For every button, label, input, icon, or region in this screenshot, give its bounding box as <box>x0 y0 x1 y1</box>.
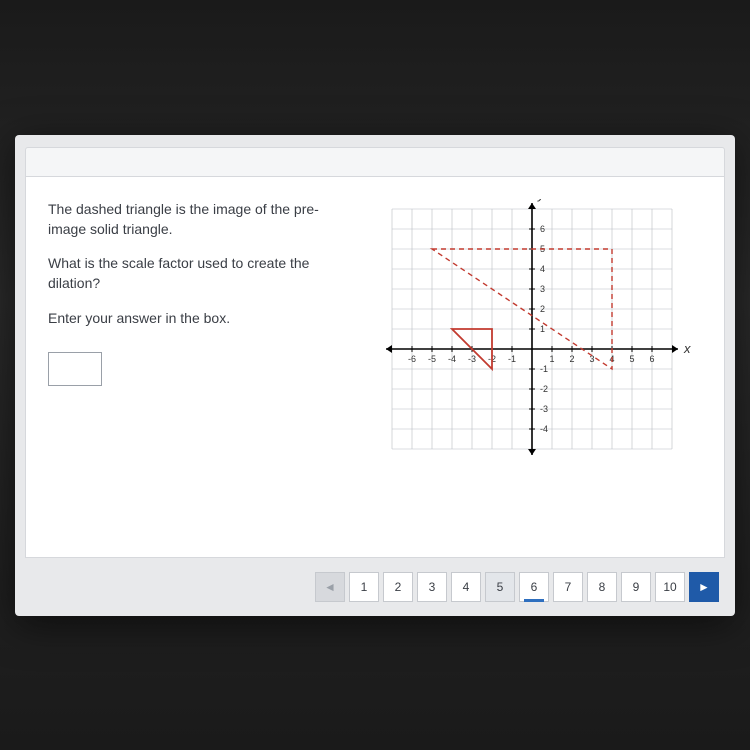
screenshot-backdrop: The dashed triangle is the image of the … <box>0 0 750 750</box>
question-line-2: What is the scale factor used to create … <box>48 253 354 294</box>
svg-text:-1: -1 <box>508 354 516 364</box>
coordinate-grid: -6-5-4-3-2-1123456-4-3-2-1123456xy <box>372 199 692 469</box>
pager-page-1[interactable]: 1 <box>349 572 379 602</box>
svg-text:-4: -4 <box>448 354 456 364</box>
svg-text:6: 6 <box>649 354 654 364</box>
svg-text:x: x <box>683 341 691 356</box>
pager-page-9[interactable]: 9 <box>621 572 651 602</box>
svg-text:-5: -5 <box>428 354 436 364</box>
pager-page-2[interactable]: 2 <box>383 572 413 602</box>
svg-text:1: 1 <box>540 324 545 334</box>
svg-text:y: y <box>537 199 546 202</box>
svg-text:3: 3 <box>540 284 545 294</box>
question-text-panel: The dashed triangle is the image of the … <box>48 199 354 529</box>
pager-page-5[interactable]: 5 <box>485 572 515 602</box>
content-window: The dashed triangle is the image of the … <box>15 135 735 616</box>
svg-text:6: 6 <box>540 224 545 234</box>
svg-text:-4: -4 <box>540 424 548 434</box>
svg-text:-2: -2 <box>540 384 548 394</box>
svg-text:1: 1 <box>549 354 554 364</box>
pager-page-4[interactable]: 4 <box>451 572 481 602</box>
pager-next-button[interactable]: ► <box>689 572 719 602</box>
svg-text:4: 4 <box>540 264 545 274</box>
question-line-1: The dashed triangle is the image of the … <box>48 199 354 240</box>
pager-page-8[interactable]: 8 <box>587 572 617 602</box>
graph-panel: -6-5-4-3-2-1123456-4-3-2-1123456xy <box>372 199 702 529</box>
svg-text:-1: -1 <box>540 364 548 374</box>
pager-page-3[interactable]: 3 <box>417 572 447 602</box>
svg-text:-3: -3 <box>468 354 476 364</box>
svg-text:2: 2 <box>540 304 545 314</box>
pager-page-6[interactable]: 6 <box>519 572 549 602</box>
svg-text:5: 5 <box>629 354 634 364</box>
svg-text:-3: -3 <box>540 404 548 414</box>
question-line-3: Enter your answer in the box. <box>48 308 354 328</box>
pager-page-10[interactable]: 10 <box>655 572 685 602</box>
grid-svg: -6-5-4-3-2-1123456-4-3-2-1123456xy <box>372 199 692 469</box>
question-card: The dashed triangle is the image of the … <box>25 177 725 558</box>
pager-prev-button: ◄ <box>315 572 345 602</box>
answer-input[interactable] <box>48 352 102 386</box>
header-strip <box>25 147 725 177</box>
svg-text:2: 2 <box>569 354 574 364</box>
svg-text:-6: -6 <box>408 354 416 364</box>
question-pager: ◄12345678910► <box>25 558 725 606</box>
pager-page-7[interactable]: 7 <box>553 572 583 602</box>
